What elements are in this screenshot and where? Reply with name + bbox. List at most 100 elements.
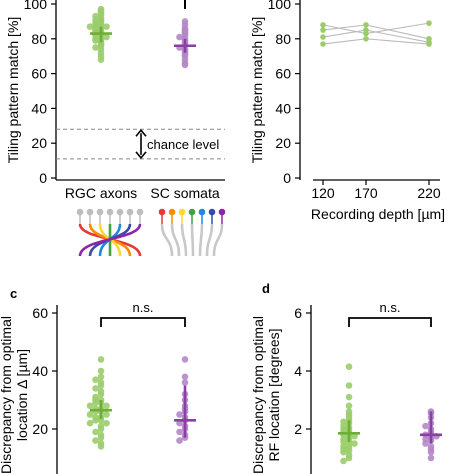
panel-b-series-line xyxy=(322,29,430,43)
icon-sc-fiber xyxy=(170,223,181,257)
panel-d-y-label-line2: RF location [degrees] xyxy=(266,328,282,461)
panel-a-y-tick-label: 20 xyxy=(31,135,47,151)
panel-a-chance-arrowhead-down xyxy=(135,151,147,160)
panel-d-rgc-point xyxy=(345,402,353,410)
panel-b-y-tick-label: 60 xyxy=(275,66,291,82)
panel-a-x-tick-label: RGC axons xyxy=(65,185,137,201)
panel-b-y-tick-label: 100 xyxy=(268,0,292,12)
icon-sc-fiber xyxy=(198,223,204,257)
panel-c-rgc-point xyxy=(103,419,110,427)
panel-c-rgc-point xyxy=(92,417,99,424)
panel-d-rgc-point xyxy=(345,454,353,462)
panel-d-y-tick-label: 4 xyxy=(294,363,302,379)
panel-c-sc-point xyxy=(176,428,183,436)
panel-a-y-tick-label: 40 xyxy=(31,100,47,116)
panel-a-sc-point xyxy=(181,61,189,69)
panel-d-rgc-point xyxy=(340,457,347,465)
panel-b-point xyxy=(363,22,369,28)
panel-c-sc-point xyxy=(181,373,189,381)
panel-a-x-tick-label: SC somata xyxy=(150,185,219,201)
icon-rgc-head xyxy=(136,208,144,216)
panel-c-rgc-point xyxy=(92,399,99,407)
panel-d-sc-point xyxy=(427,448,435,456)
panel-d-sc-point xyxy=(427,454,435,462)
panel-a-y-tick-label: 100 xyxy=(24,0,48,12)
panel-a-y-tick-label: 0 xyxy=(39,170,47,186)
icon-sc-fiber xyxy=(160,223,174,257)
panel-b-point xyxy=(363,27,369,33)
icon-sc-fiber xyxy=(205,223,214,257)
panel-d-rgc-point xyxy=(340,448,347,456)
panel-c-rgc-point xyxy=(92,385,99,392)
panel-a-y-tick-label: 60 xyxy=(31,66,47,82)
panel-a-chance-label: chance level xyxy=(147,137,219,152)
icon-sc-head xyxy=(178,208,186,216)
panel-a-rgc-point xyxy=(86,23,94,30)
icon-sc-fiber xyxy=(190,223,195,257)
panel-c-y-label-line1: Discrepancy from optimal xyxy=(0,316,14,474)
panel-c-rgc-point xyxy=(97,356,105,363)
panel-d-y-tick-label: 2 xyxy=(294,421,302,437)
icon-sc-head xyxy=(218,208,226,216)
icon-sc-head xyxy=(168,208,176,216)
panel-b-point xyxy=(320,27,326,33)
panel-d-y-tick-label: 6 xyxy=(294,305,302,321)
icon-rgc-head xyxy=(106,208,114,216)
panel-a-rgc-point xyxy=(92,37,99,44)
panel-b-y-tick-label: 0 xyxy=(283,170,291,186)
panel-a-rgc-point xyxy=(97,56,105,63)
panel-b-y-label: Tiling pattern match [%] xyxy=(249,17,265,164)
panel-b-y-tick-label: 80 xyxy=(275,31,291,47)
panel-c-label: c xyxy=(10,286,17,301)
icon-sc-fiber xyxy=(180,223,188,257)
panel-c-rgc-point xyxy=(103,411,110,418)
panel-c-rgc-point xyxy=(97,373,105,381)
panel-b-point xyxy=(320,34,326,40)
panel-c-rgc-point xyxy=(92,376,99,384)
panel-d-rgc-point xyxy=(351,440,358,447)
panel-c-sc-point xyxy=(176,437,183,444)
panel-b-point xyxy=(320,41,326,47)
panel-b-point xyxy=(320,22,326,28)
panel-b-y-tick-label: 20 xyxy=(275,135,291,151)
icon-rgc-fiber xyxy=(78,223,142,257)
panel-b-x-tick-label: 170 xyxy=(354,185,378,201)
panel-a-rgc-point xyxy=(103,33,110,41)
panel-c-sc-point xyxy=(181,379,189,386)
panel-c-y-tick-label: 20 xyxy=(32,421,48,437)
panel-d-significance-bracket xyxy=(348,317,432,327)
panel-d-rgc-point xyxy=(345,382,353,389)
panel-c-rgc-point xyxy=(86,419,94,427)
panel-b-point xyxy=(426,41,432,47)
panel-c-y-label-line2: location Δ [µm] xyxy=(14,349,30,441)
icon-sc-head xyxy=(188,208,196,216)
panel-c-significance-label: n.s. xyxy=(133,300,154,315)
icon-sc-fiber xyxy=(212,223,224,257)
icon-rgc-head xyxy=(116,208,124,216)
panel-a-y-tick-label: 80 xyxy=(31,31,47,47)
icon-rgc-head xyxy=(86,208,94,216)
panel-c-rgc-point xyxy=(86,411,94,418)
panel-c-y-tick-label: 60 xyxy=(32,305,48,321)
panel-c-rgc-point xyxy=(97,417,105,424)
icon-sc-head xyxy=(158,208,166,216)
panel-a-sc-point xyxy=(176,33,183,41)
panel-c-rgc-point xyxy=(97,434,105,442)
panel-c-rgc-point xyxy=(103,402,110,410)
icon-sc-head xyxy=(198,208,206,216)
panel-d-label: d xyxy=(262,281,270,296)
icon-rgc-head xyxy=(126,208,134,216)
panel-d-y-label-line1: Discrepancy from optimal xyxy=(250,316,266,474)
panel-c-sc-point xyxy=(181,356,189,363)
panel-a-y-label: Tiling pattern match [%] xyxy=(5,17,21,164)
icon-rgc-head xyxy=(96,208,104,216)
panel-c-rgc-point xyxy=(86,402,94,410)
panel-b-y-tick-label: 40 xyxy=(275,100,291,116)
panel-b-point xyxy=(363,36,369,42)
panel-b-x-label: Recording depth [µm] xyxy=(311,206,445,222)
panel-c-rgc-point xyxy=(97,382,105,389)
panel-c-rgc-point xyxy=(97,367,105,375)
panel-c-sc-point xyxy=(176,411,183,418)
panel-d-sc-point xyxy=(422,422,429,430)
